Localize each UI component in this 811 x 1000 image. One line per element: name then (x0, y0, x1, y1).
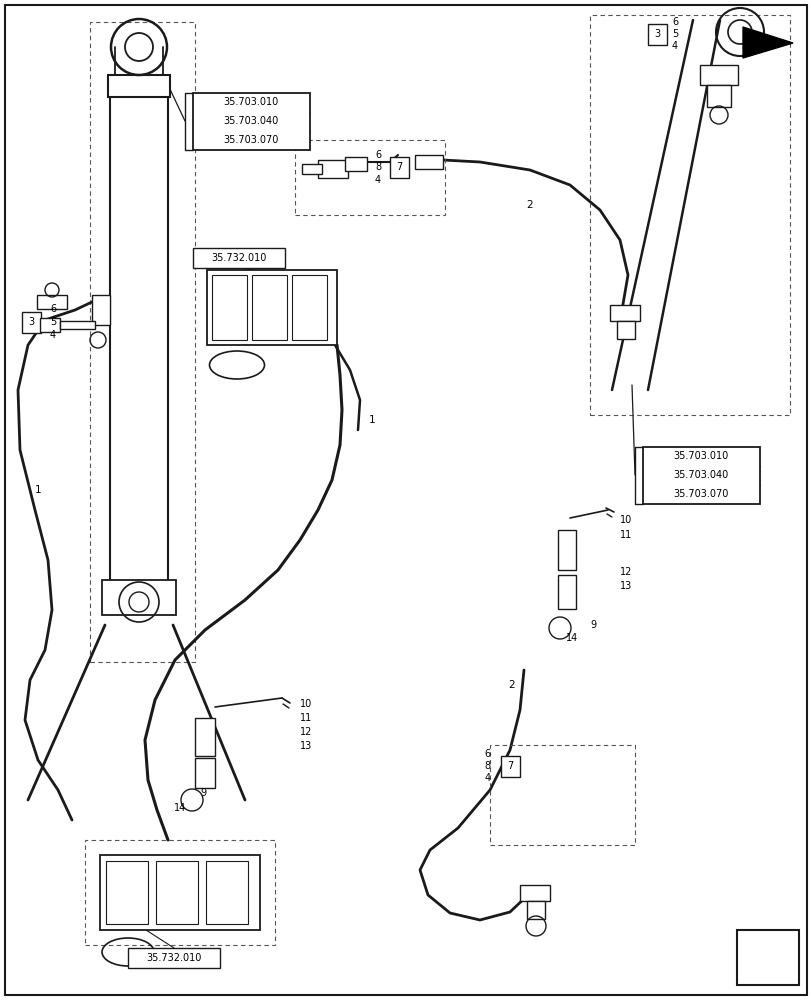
Bar (526, 901, 544, 919)
Text: 4: 4 (50, 330, 56, 340)
Text: 10: 10 (299, 699, 312, 709)
Text: 8: 8 (484, 761, 491, 771)
Text: 35.703.010: 35.703.010 (223, 97, 278, 107)
Text: 14: 14 (565, 633, 577, 643)
Bar (699, 65, 737, 85)
Bar (609, 305, 639, 321)
Text: 35.703.070: 35.703.070 (223, 135, 278, 145)
Text: 1: 1 (368, 415, 375, 425)
Bar (90, 22, 195, 662)
Text: 13: 13 (620, 581, 632, 591)
Bar (128, 948, 220, 968)
Text: 4: 4 (672, 41, 677, 51)
Text: 3: 3 (28, 317, 34, 327)
Text: 4: 4 (375, 175, 380, 185)
Bar (92, 295, 109, 325)
Text: 35.703.070: 35.703.070 (672, 489, 727, 499)
Bar (414, 155, 443, 169)
Text: 6: 6 (484, 749, 491, 759)
Bar (292, 275, 327, 340)
Text: 14: 14 (174, 803, 186, 813)
Bar (302, 164, 322, 174)
Polygon shape (742, 27, 792, 58)
Bar (212, 275, 247, 340)
Text: 7: 7 (396, 162, 401, 172)
Text: 35.732.010: 35.732.010 (211, 253, 266, 263)
Bar (489, 745, 634, 845)
Bar (590, 15, 789, 415)
Text: 10: 10 (620, 515, 632, 525)
Text: 2: 2 (526, 200, 533, 210)
Bar (37, 295, 67, 309)
Text: 2: 2 (508, 680, 515, 690)
Bar (389, 157, 409, 178)
Text: 35.703.040: 35.703.040 (223, 116, 278, 126)
Bar (706, 85, 730, 107)
Text: 12: 12 (620, 567, 632, 577)
Bar (195, 718, 215, 756)
Text: 1: 1 (35, 485, 41, 495)
Bar (345, 157, 367, 171)
Bar (60, 321, 95, 329)
Bar (318, 160, 348, 178)
Text: 13: 13 (299, 741, 312, 751)
Text: 11: 11 (620, 530, 632, 540)
Text: 35.732.010: 35.732.010 (146, 953, 201, 963)
Text: 4: 4 (484, 773, 491, 783)
Bar (207, 270, 337, 345)
Bar (156, 861, 198, 924)
Text: 6: 6 (375, 150, 380, 160)
Bar (647, 24, 666, 45)
Text: 5: 5 (672, 29, 677, 39)
Bar (251, 275, 286, 340)
Bar (195, 758, 215, 788)
Bar (40, 318, 60, 332)
Text: 35.703.010: 35.703.010 (672, 451, 727, 461)
Bar (557, 575, 575, 609)
Bar (642, 447, 759, 504)
Text: 12: 12 (299, 727, 312, 737)
Bar (500, 756, 519, 777)
Bar (85, 840, 275, 945)
Bar (102, 580, 176, 615)
Text: 9: 9 (200, 788, 206, 798)
Bar (294, 140, 444, 215)
Text: 6: 6 (50, 304, 56, 314)
Bar (100, 855, 260, 930)
Text: 5: 5 (50, 317, 56, 327)
Bar (193, 93, 310, 150)
Bar (557, 530, 575, 570)
Text: 35.703.040: 35.703.040 (672, 470, 727, 480)
Bar (193, 248, 285, 268)
Bar (108, 75, 169, 97)
Bar (206, 861, 247, 924)
Text: 7: 7 (506, 761, 513, 771)
Bar (616, 321, 634, 339)
Bar (519, 885, 549, 901)
Text: 9: 9 (590, 620, 595, 630)
Text: 8: 8 (375, 162, 380, 172)
Bar (22, 312, 41, 333)
Bar (736, 930, 798, 985)
Text: 3: 3 (653, 29, 659, 39)
Text: 11: 11 (299, 713, 312, 723)
Text: 6: 6 (672, 17, 677, 27)
Bar (106, 861, 148, 924)
